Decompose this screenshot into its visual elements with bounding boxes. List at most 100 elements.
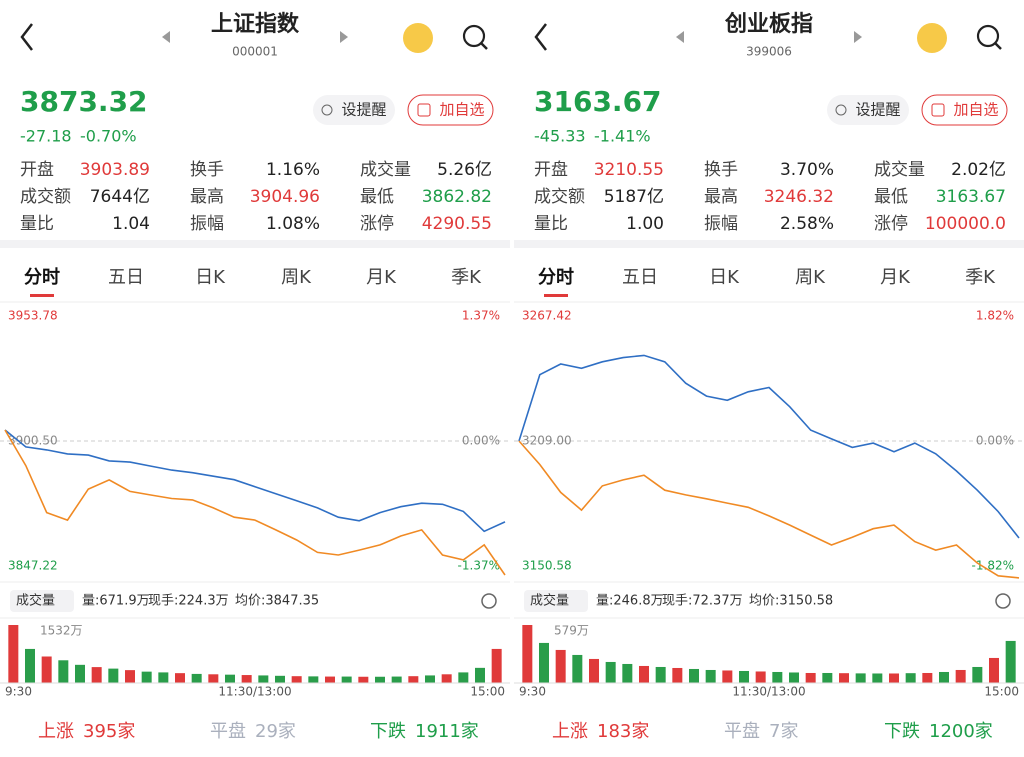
volume-tick-label: 1532万: [40, 624, 83, 638]
stat-label: 换手: [704, 160, 738, 180]
volume-bar: [341, 676, 352, 683]
breadth-value: 1911家: [415, 721, 479, 742]
tab[interactable]: 季K: [965, 267, 996, 288]
stat-label: 振幅: [190, 214, 224, 234]
stat-label: 最高: [704, 187, 738, 207]
y2-tick-label: -1.82%: [972, 559, 1014, 573]
y-tick-label: 3150.58: [522, 559, 572, 573]
stat-value: 3163.67: [936, 187, 1006, 207]
watchlist-button[interactable]: [407, 94, 494, 126]
volume-bar: [855, 673, 866, 683]
breadth-value: 395家: [83, 721, 135, 742]
stat-value: 2.58%: [780, 214, 834, 234]
search-icon[interactable]: [462, 24, 486, 48]
y-tick-label: 3267.42: [522, 309, 572, 323]
volume-bar: [58, 660, 69, 683]
settings-icon[interactable]: [481, 593, 497, 609]
volume-bar: [639, 665, 649, 683]
breadth-label: 上涨: [552, 721, 588, 742]
stat-label: 换手: [190, 160, 224, 180]
next-arrow[interactable]: [854, 31, 862, 43]
breadth-label: 上涨: [38, 721, 74, 742]
remind-button[interactable]: [313, 95, 395, 125]
back-button[interactable]: [20, 23, 33, 51]
tab[interactable]: 分时: [538, 267, 574, 288]
stat-label: 成交量: [874, 160, 925, 180]
remind-label[interactable]: 设提醒: [855, 101, 900, 119]
price: 3163.67: [534, 85, 662, 118]
breadth-label: 下跌: [884, 721, 920, 742]
tab[interactable]: 日K: [195, 267, 226, 288]
mascot-icon[interactable]: [917, 23, 947, 53]
volume-bar: [605, 661, 616, 683]
remind-label[interactable]: 设提醒: [341, 101, 386, 119]
y-tick-label: 3847.22: [8, 559, 58, 573]
volume-stat: 现手:72.37万: [662, 594, 743, 609]
breadth-label: 平盘: [210, 721, 246, 742]
volume-bar: [705, 669, 716, 683]
volume-selector[interactable]: [10, 590, 74, 612]
stat-value: 3.70%: [780, 160, 834, 180]
tab[interactable]: 季K: [451, 267, 482, 288]
breadth-label: 平盘: [724, 721, 760, 742]
volume-bar: [739, 670, 749, 683]
volume-header[interactable]: 成交量: [530, 593, 569, 609]
remind-button[interactable]: [827, 95, 909, 125]
volume-bar: [358, 676, 369, 683]
tab[interactable]: 月K: [366, 267, 397, 288]
volume-bar: [539, 642, 549, 683]
volume-bar: [458, 672, 469, 683]
time-label: 9:30: [519, 685, 546, 699]
volume-bar: [108, 668, 119, 683]
stat-value: 5.26亿: [437, 160, 492, 180]
stat-label: 量比: [20, 214, 54, 234]
mascot-icon[interactable]: [403, 23, 433, 53]
volume-bar: [555, 649, 566, 683]
volume-bar: [41, 656, 52, 683]
volume-bar: [622, 663, 633, 683]
tab[interactable]: 周K: [281, 267, 312, 288]
title: 创业板指: [724, 12, 813, 37]
y2-tick-label: 1.82%: [976, 309, 1014, 323]
watchlist-label[interactable]: 加自选: [439, 101, 484, 119]
volume-bar: [141, 671, 152, 683]
tab[interactable]: 五日: [622, 267, 658, 288]
volume-bar: [8, 625, 19, 683]
tab[interactable]: 周K: [795, 267, 826, 288]
search-icon[interactable]: [976, 24, 1000, 48]
volume-bar: [441, 674, 452, 683]
tab[interactable]: 分时: [24, 267, 60, 288]
volume-bar: [655, 666, 666, 683]
tab[interactable]: 月K: [880, 267, 911, 288]
prev-arrow[interactable]: [162, 31, 170, 43]
next-arrow[interactable]: [340, 31, 348, 43]
volume-selector[interactable]: [524, 590, 588, 612]
volume-bar: [889, 673, 899, 683]
watchlist-button[interactable]: [921, 94, 1008, 126]
stat-value: 1.16%: [266, 160, 320, 180]
price-line: [4, 429, 506, 576]
stat-value: 2.02亿: [951, 160, 1006, 180]
y-tick-label: 3953.78: [8, 309, 58, 323]
watchlist-label[interactable]: 加自选: [953, 101, 998, 119]
tab[interactable]: 五日: [108, 267, 144, 288]
price-line: [518, 354, 1020, 539]
search-icon[interactable]: [480, 42, 488, 50]
prev-arrow[interactable]: [676, 31, 684, 43]
y2-tick-label: 1.37%: [462, 309, 500, 323]
search-icon[interactable]: [994, 42, 1002, 50]
stat-label: 成交额: [20, 187, 71, 207]
volume-header[interactable]: 成交量: [16, 593, 55, 609]
separator: [0, 240, 510, 248]
breadth-value: 7家: [769, 721, 798, 742]
change: -27.18: [20, 127, 72, 146]
volume-bar: [375, 676, 385, 683]
back-button[interactable]: [534, 23, 547, 51]
time-label: 15:00: [984, 685, 1019, 699]
volume-bar: [805, 672, 816, 683]
volume-bar: [191, 673, 202, 683]
settings-icon[interactable]: [995, 593, 1011, 609]
tab[interactable]: 日K: [709, 267, 740, 288]
